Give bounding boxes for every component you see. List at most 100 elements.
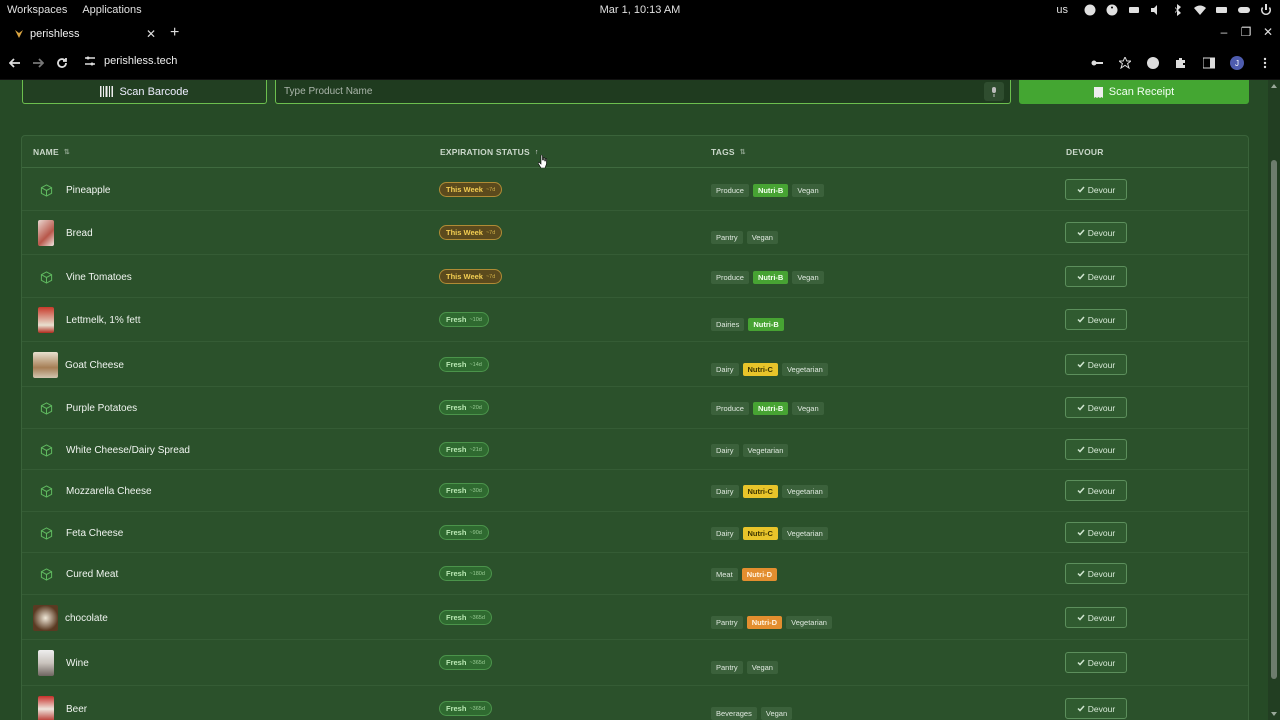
microphone-button[interactable] xyxy=(984,82,1004,101)
forward-icon[interactable] xyxy=(30,55,46,71)
tag-dairy: Dairy xyxy=(711,527,739,540)
browser-menu-icon[interactable] xyxy=(1258,56,1272,70)
battery-icon[interactable] xyxy=(1215,3,1228,16)
bluetooth-icon[interactable] xyxy=(1171,3,1184,16)
devour-label: Devour xyxy=(1087,184,1116,195)
tag-list: Dairies Nutri-B xyxy=(711,318,784,331)
product-name-input[interactable] xyxy=(276,80,976,102)
devour-label: Devour xyxy=(1087,703,1116,714)
expiration-days: ~365d xyxy=(469,705,485,712)
product-name[interactable]: Bread xyxy=(66,227,93,239)
product-name[interactable]: Mozzarella Cheese xyxy=(66,485,152,497)
expiration-days: ~10d xyxy=(469,316,482,323)
password-key-icon[interactable] xyxy=(1090,56,1104,70)
applications-menu[interactable]: Applications xyxy=(82,4,142,16)
accessibility-icon[interactable] xyxy=(1105,3,1118,16)
page-scrollbar[interactable] xyxy=(1268,80,1280,720)
site-settings-icon[interactable] xyxy=(84,55,96,67)
product-name[interactable]: Purple Potatoes xyxy=(66,402,138,414)
workspaces-menu[interactable]: Workspaces xyxy=(7,4,68,16)
table-row: Vine Tomatoes This Week ~7d Produce Nutri-B V… xyxy=(22,255,1248,298)
product-name-field[interactable] xyxy=(275,80,1011,104)
keyboard-layout[interactable]: us xyxy=(1056,3,1068,16)
mouse-pointer-icon xyxy=(538,155,547,168)
devour-button[interactable]: Devour xyxy=(1065,607,1127,628)
bookmark-star-icon[interactable] xyxy=(1118,56,1132,70)
power-icon[interactable] xyxy=(1259,3,1272,16)
column-header-expiration[interactable]: EXPIRATION STATUS ↑ xyxy=(440,147,539,157)
controller-icon[interactable] xyxy=(1237,3,1250,16)
tag-list: Pantry Vegan xyxy=(711,661,778,674)
devour-button[interactable]: Devour xyxy=(1065,698,1127,719)
devour-button[interactable]: Devour xyxy=(1065,309,1127,330)
expiration-badge: This Week ~7d xyxy=(439,269,503,284)
scroll-up-icon[interactable] xyxy=(1271,84,1277,88)
devour-button[interactable]: Devour xyxy=(1065,266,1127,287)
wifi-icon[interactable] xyxy=(1193,3,1206,16)
scan-receipt-button[interactable]: Scan Receipt xyxy=(1019,80,1249,104)
product-name[interactable]: Cured Meat xyxy=(66,568,119,580)
product-name-cell: Lettmelk, 1% fett xyxy=(33,307,140,333)
minimize-icon[interactable]: – xyxy=(1220,25,1228,39)
expiration-days: ~7d xyxy=(485,186,496,193)
back-icon[interactable] xyxy=(7,55,23,71)
devour-button[interactable]: Devour xyxy=(1065,522,1127,543)
browser-tab[interactable]: perishless ✕ xyxy=(8,23,162,45)
column-header-tags[interactable]: TAGS ⇅ xyxy=(711,147,746,157)
expiration-status: Fresh xyxy=(446,528,467,537)
table-row: Goat Cheese Fresh ~14d Dairy Nutri-C Vegetari… xyxy=(22,342,1248,387)
tag-nutri-b: Nutri-B xyxy=(752,402,789,415)
product-name[interactable]: Feta Cheese xyxy=(66,527,124,539)
tag-dairy: Dairy xyxy=(711,444,739,457)
product-name[interactable]: Vine Tomatoes xyxy=(66,271,132,283)
tag-nutri-c: Nutri-C xyxy=(742,485,778,498)
tag-vegetarian: Vegetarian xyxy=(742,444,789,457)
scan-barcode-button[interactable]: Scan Barcode xyxy=(22,80,267,104)
expiration-badge: Fresh ~90d xyxy=(439,525,489,540)
steam-icon[interactable] xyxy=(1083,3,1096,16)
devour-button[interactable]: Devour xyxy=(1065,222,1127,243)
product-name-cell: Purple Potatoes xyxy=(33,395,137,421)
tag-vegetarian: Vegetarian xyxy=(781,485,828,498)
product-name[interactable]: Lettmelk, 1% fett xyxy=(66,314,141,326)
profile-avatar[interactable]: J xyxy=(1230,56,1244,70)
close-tab-icon[interactable]: ✕ xyxy=(145,27,156,41)
volume-icon[interactable] xyxy=(1149,3,1162,16)
devour-button[interactable]: Devour xyxy=(1065,563,1127,584)
product-name-cell: Bread xyxy=(33,220,93,246)
extension-check-icon[interactable] xyxy=(1146,56,1160,70)
tag-vegetarian: Vegetarian xyxy=(786,616,832,629)
devour-button[interactable]: Devour xyxy=(1065,397,1127,418)
product-name[interactable]: Wine xyxy=(66,657,89,669)
product-name[interactable]: White Cheese/Dairy Spread xyxy=(66,444,190,456)
tag-vegan: Vegan xyxy=(792,184,824,197)
devour-button[interactable]: Devour xyxy=(1065,179,1127,200)
product-name[interactable]: Pineapple xyxy=(66,184,111,196)
clock[interactable]: Mar 1, 10:13 AM xyxy=(599,4,681,16)
table-row: Mozzarella Cheese Fresh ~30d Dairy Nutri-C Ve… xyxy=(22,470,1248,512)
product-name-cell: White Cheese/Dairy Spread xyxy=(33,437,190,463)
devour-button[interactable]: Devour xyxy=(1065,480,1127,501)
expiration-badge: Fresh ~365d xyxy=(439,610,492,625)
devour-button[interactable]: Devour xyxy=(1065,652,1127,673)
product-name[interactable]: Beer xyxy=(66,703,88,715)
close-window-icon[interactable]: ✕ xyxy=(1262,25,1274,39)
os-top-bar: Workspaces Applications Mar 1, 10:13 AM … xyxy=(0,0,1280,21)
scroll-down-icon[interactable] xyxy=(1271,712,1277,716)
side-panel-icon[interactable] xyxy=(1202,56,1216,70)
display-icon[interactable] xyxy=(1127,3,1140,16)
product-name[interactable]: Goat Cheese xyxy=(65,359,124,371)
reload-icon[interactable] xyxy=(54,55,70,71)
devour-button[interactable]: Devour xyxy=(1065,354,1127,375)
check-icon xyxy=(1077,186,1085,193)
product-name[interactable]: chocolate xyxy=(65,612,108,624)
new-tab-icon[interactable]: + xyxy=(170,24,180,41)
tag-produce: Produce xyxy=(711,184,749,197)
expiration-status: This Week xyxy=(446,272,483,281)
extensions-puzzle-icon[interactable] xyxy=(1174,56,1188,70)
devour-button[interactable]: Devour xyxy=(1065,439,1127,460)
maximize-icon[interactable]: ❐ xyxy=(1240,25,1252,39)
scrollbar-thumb[interactable] xyxy=(1271,160,1277,679)
url-field[interactable]: perishless.tech xyxy=(84,55,177,67)
column-header-name[interactable]: NAME ⇅ xyxy=(33,147,70,157)
